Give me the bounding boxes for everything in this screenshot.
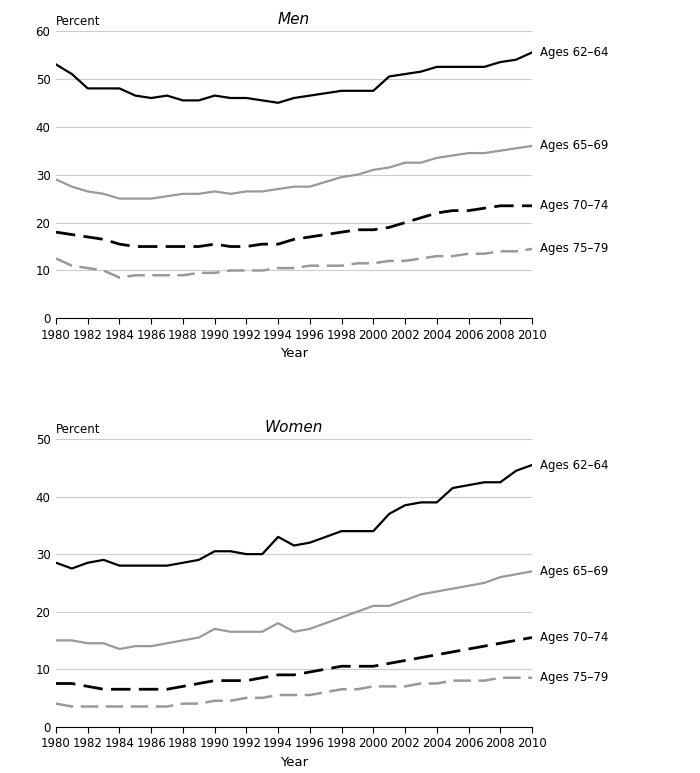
Title: Women: Women [265, 421, 323, 435]
Text: Ages 62–64: Ages 62–64 [540, 46, 609, 59]
Text: Ages 75–79: Ages 75–79 [540, 243, 609, 255]
Text: Ages 62–64: Ages 62–64 [540, 458, 609, 472]
Text: Percent: Percent [56, 15, 101, 28]
Text: Ages 70–74: Ages 70–74 [540, 631, 609, 644]
X-axis label: Year: Year [280, 755, 308, 768]
Text: Percent: Percent [56, 424, 101, 436]
Text: Ages 75–79: Ages 75–79 [540, 671, 609, 684]
Text: Ages 65–69: Ages 65–69 [540, 139, 609, 152]
Text: Ages 70–74: Ages 70–74 [540, 199, 609, 213]
X-axis label: Year: Year [280, 347, 308, 360]
Text: Ages 65–69: Ages 65–69 [540, 565, 609, 578]
Title: Men: Men [278, 12, 310, 27]
